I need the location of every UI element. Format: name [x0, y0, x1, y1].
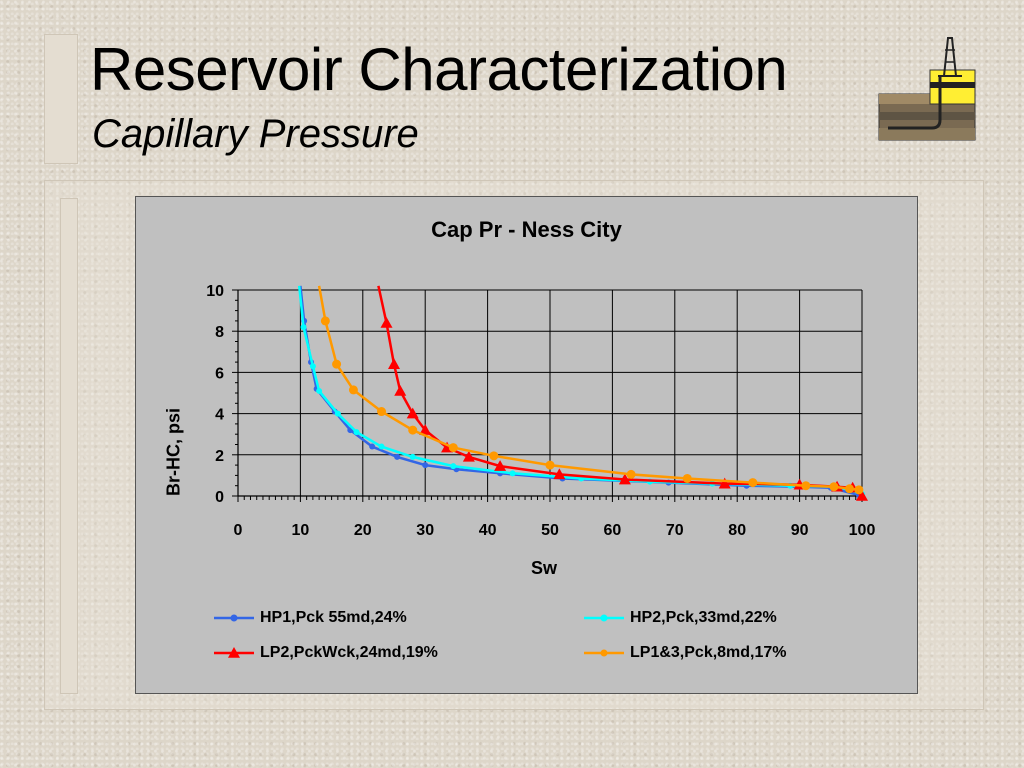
legend-marker: [600, 614, 608, 622]
data-point: [422, 462, 429, 469]
data-point: [494, 460, 507, 471]
data-point: [748, 478, 758, 488]
x-tick-label: 70: [666, 522, 684, 539]
legend-item-lp13: LP1&3,Pck,8md,17%: [584, 644, 787, 662]
series-line: [297, 285, 863, 496]
legend-swatch-lp2: [214, 647, 254, 658]
capillary-pressure-chart: Cap Pr - Ness City 0 10 20 30 40 50 60 70 80 90 10…: [135, 196, 918, 694]
data-point: [348, 385, 358, 395]
data-point: [320, 316, 330, 326]
legend-label-lp13: LP1&3,Pck,8md,17%: [630, 644, 787, 661]
data-point: [801, 481, 811, 491]
data-point: [316, 387, 323, 394]
x-tick-label: 50: [541, 522, 559, 539]
data-point: [489, 451, 499, 461]
data-point: [856, 490, 868, 501]
data-point: [380, 316, 393, 328]
x-tick-label: 90: [791, 522, 809, 539]
data-point: [406, 407, 419, 419]
data-point: [332, 359, 342, 369]
x-tick-label: 60: [604, 522, 622, 539]
page-title: Reservoir Characterization: [90, 36, 788, 103]
data-point: [334, 410, 341, 417]
legend-marker: [600, 649, 608, 657]
legend-label-hp1: HP1,Pck 55md,24%: [260, 609, 407, 626]
legend-item-hp1: HP1,Pck 55md,24%: [214, 609, 407, 627]
legend-swatch-lp13: [584, 649, 624, 657]
data-point: [394, 453, 401, 460]
data-point: [408, 425, 418, 435]
data-point: [553, 468, 566, 480]
y-tick-label: 4: [215, 407, 224, 424]
legend-item-hp2: HP2,Pck,33md,22%: [584, 609, 777, 627]
content-accent-bar: [60, 198, 78, 694]
y-tick-label: 6: [215, 365, 224, 382]
data-point: [450, 463, 457, 470]
x-tick-label: 10: [292, 522, 310, 539]
data-point: [718, 477, 731, 489]
y-tick-label: 10: [206, 283, 224, 300]
oil-derrick-logo-icon: [878, 36, 976, 142]
data-point: [618, 473, 631, 485]
x-axis-label: Sw: [531, 558, 558, 578]
legend-label-lp2: LP2,PckWck,24md,19%: [260, 644, 438, 661]
data-point: [378, 443, 385, 450]
x-tick-label: 100: [849, 522, 876, 539]
title-accent-bar: [44, 34, 78, 164]
chart-title: Cap Pr - Ness City: [431, 217, 622, 242]
data-point: [419, 424, 432, 435]
data-point: [545, 460, 555, 470]
data-point: [309, 363, 316, 370]
data-point: [845, 484, 855, 494]
y-axis-label: Br-HC, psi: [163, 407, 184, 497]
data-point: [394, 384, 407, 396]
legend-swatch-hp1: [214, 614, 254, 622]
y-tick-label: 2: [215, 448, 224, 465]
series-3: [317, 285, 864, 495]
data-point: [409, 453, 416, 460]
y-tick-label: 8: [215, 324, 224, 341]
data-point: [854, 485, 864, 495]
legend-item-lp2: LP2,PckWck,24md,19%: [214, 644, 438, 662]
x-tick-label: 20: [354, 522, 372, 539]
series-line: [317, 285, 860, 492]
chart-plot: 0 10 20 30 40 50 60 70 80 90 100 0 2 4 6 8 10: [206, 283, 876, 539]
data-point: [626, 469, 636, 479]
data-point: [369, 443, 376, 450]
legend-marker: [230, 614, 238, 622]
x-tick-label: 30: [416, 522, 434, 539]
x-tick-label: 80: [728, 522, 746, 539]
data-point: [377, 407, 387, 417]
data-point: [509, 470, 516, 477]
page-subtitle: Capillary Pressure: [92, 112, 419, 156]
data-point: [462, 450, 475, 462]
x-tick-label: 0: [234, 522, 243, 539]
data-point: [388, 358, 400, 369]
data-point: [353, 429, 360, 436]
data-point: [448, 443, 458, 453]
data-point: [829, 482, 839, 492]
data-point: [682, 473, 692, 483]
legend-swatch-hp2: [584, 614, 624, 622]
data-point: [300, 324, 307, 331]
legend-label-hp2: HP2,Pck,33md,22%: [630, 609, 777, 626]
x-tick-label: 40: [479, 522, 497, 539]
y-tick-label: 0: [215, 489, 224, 506]
legend-marker: [228, 647, 240, 658]
